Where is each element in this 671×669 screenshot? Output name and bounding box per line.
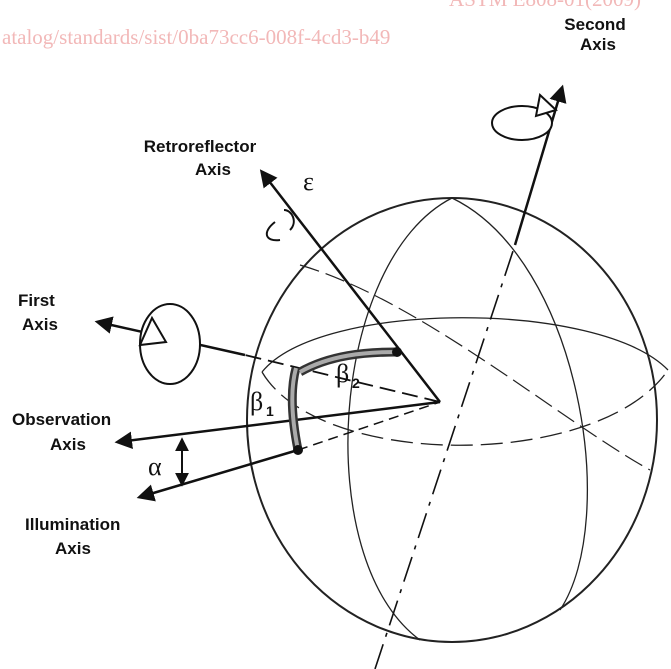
label: Axis xyxy=(195,160,231,179)
sphere xyxy=(246,197,669,643)
label: Illumination xyxy=(25,515,120,534)
beta1: β xyxy=(250,387,263,416)
beta2: β xyxy=(336,359,349,388)
axes xyxy=(94,84,567,669)
beta-arcs xyxy=(287,347,402,455)
label: Observation xyxy=(12,410,111,429)
label: Axis xyxy=(55,539,91,558)
rotation-arrows xyxy=(138,93,558,385)
epsilon: ε xyxy=(303,167,314,196)
label: Axis xyxy=(580,35,616,54)
label: First xyxy=(18,291,55,310)
label: Axis xyxy=(22,315,58,334)
watermark: ASTM E808-01(2009) xyxy=(449,0,641,11)
alpha: α xyxy=(148,452,162,481)
beta1-subscript: 1 xyxy=(266,403,274,419)
beta2-subscript: 2 xyxy=(352,375,360,391)
watermark: atalog/standards/sist/0ba73cc6-008f-4cd3… xyxy=(2,25,390,49)
label: Retroreflector xyxy=(144,137,257,156)
label: Second xyxy=(564,15,625,34)
label: Axis xyxy=(50,435,86,454)
